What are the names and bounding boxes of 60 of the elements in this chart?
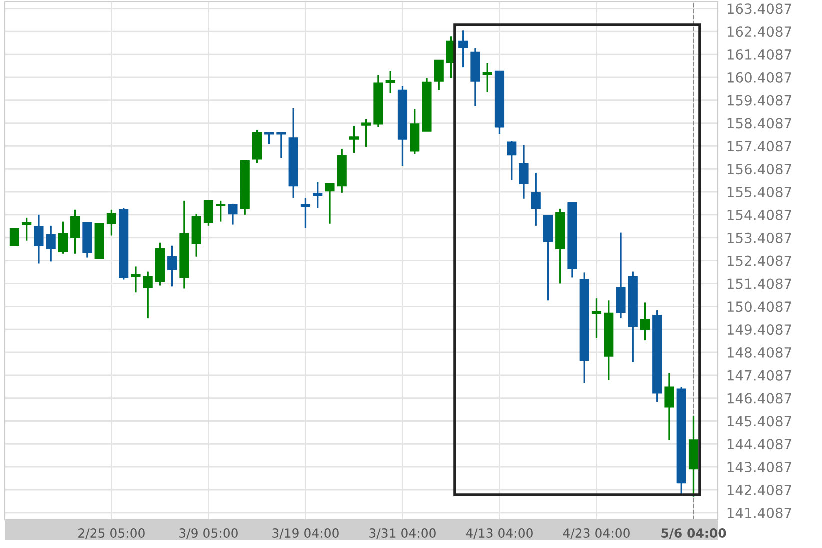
y-tick-label: 162.4087: [728, 26, 792, 38]
candlestick: [300, 197, 311, 229]
x-tick-label: 3/31 04:00: [370, 528, 436, 539]
candlestick: [143, 270, 153, 320]
y-tick-label: 149.4087: [728, 324, 792, 336]
x-tick-label: 2/25 05:00: [78, 528, 145, 539]
candlestick: [519, 144, 529, 200]
candlestick: [168, 245, 178, 288]
candlestick: [507, 140, 517, 181]
candlestick: [664, 372, 674, 442]
candlestick: [106, 209, 117, 237]
x-tick-label: 3/9 05:00: [180, 528, 238, 539]
candlestick: [313, 181, 323, 209]
candlestick: [349, 125, 360, 154]
candlestick: [46, 225, 56, 263]
candlestick: [228, 203, 238, 226]
candlestick: [131, 266, 141, 294]
x-tick-label: 4/13 04:00: [466, 528, 533, 539]
y-tick-label: 158.4087: [728, 118, 792, 129]
candlestick: [325, 183, 335, 225]
y-tick-label: 147.4087: [728, 370, 792, 381]
y-tick-label: 153.4087: [728, 232, 792, 244]
y-tick-label: 143.4087: [728, 462, 792, 473]
candlestick: [531, 172, 541, 227]
y-tick-label: 154.4087: [728, 210, 792, 220]
y-tick-label: 152.4087: [728, 256, 792, 266]
y-tick-label: 163.4087: [728, 4, 792, 14]
candlestick: [22, 217, 32, 242]
candlestick: [592, 298, 602, 340]
candlestick: [276, 132, 286, 159]
candlestick: [216, 200, 226, 223]
candlestick: [34, 214, 44, 265]
y-tick-label: 159.4087: [728, 95, 792, 106]
candlestick: [386, 70, 396, 94]
candlestick: [58, 220, 68, 255]
candlestick: [434, 60, 444, 92]
y-tick-label: 161.4087: [728, 49, 792, 60]
y-tick-label: 141.4087: [728, 508, 792, 518]
y-tick-label: 146.4087: [728, 393, 792, 404]
y-tick-label: 160.4087: [728, 72, 792, 83]
candlestick: [70, 209, 80, 255]
candlestick: [482, 62, 492, 94]
y-tick-label: 156.4087: [728, 164, 792, 175]
y-tick-label: 142.4087: [728, 484, 792, 496]
candlestick: [640, 302, 650, 342]
y-tick-label: 155.4087: [728, 187, 792, 198]
y-tick-label: 157.4087: [728, 141, 792, 152]
candlestick: [264, 132, 274, 145]
x-tick-label: 3/19 04:00: [272, 528, 339, 539]
candlestick: [362, 118, 372, 148]
y-tick-label: 145.4087: [728, 416, 792, 427]
y-tick-label: 148.4087: [728, 347, 792, 358]
x-tick-label: 5/6 04:00: [662, 528, 726, 539]
candlestick: [10, 228, 20, 246]
y-tick-label: 151.4087: [728, 278, 792, 290]
x-tick-label: 4/23 04:00: [563, 528, 630, 539]
candlestick: [204, 200, 214, 227]
y-tick-label: 144.4087: [728, 439, 792, 450]
candlestick: [458, 30, 468, 68]
y-tick-label: 150.4087: [728, 302, 792, 312]
